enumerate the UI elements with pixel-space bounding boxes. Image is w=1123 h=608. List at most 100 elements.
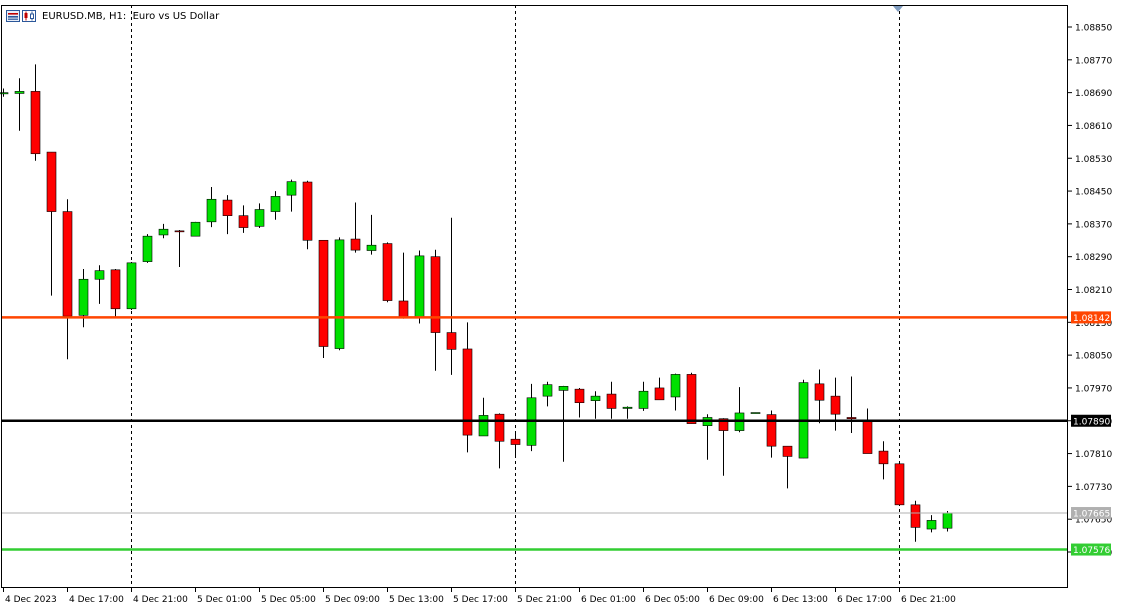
x-tick-label: 5 Dec 05:00 bbox=[261, 595, 316, 605]
y-tick-label: 1.08850 bbox=[1075, 24, 1112, 34]
y-tick-label: 1.08690 bbox=[1075, 89, 1112, 99]
bear-candle[interactable] bbox=[574, 388, 585, 404]
bear-candle[interactable] bbox=[910, 504, 921, 528]
bull-candle[interactable] bbox=[414, 255, 425, 319]
bear-candle[interactable] bbox=[830, 395, 841, 415]
bear-candle[interactable] bbox=[382, 243, 393, 301]
y-tick-label: 1.08050 bbox=[1075, 352, 1112, 362]
bear-candle[interactable] bbox=[462, 348, 473, 436]
y-tick-label: 1.08370 bbox=[1075, 220, 1112, 230]
bull-candle[interactable] bbox=[670, 374, 681, 398]
x-tick-label: 6 Dec 21:00 bbox=[901, 595, 956, 605]
bid-level-price-tag-label: 1.07665 bbox=[1073, 510, 1110, 520]
bull-candle[interactable] bbox=[638, 390, 649, 409]
bull-candle[interactable] bbox=[478, 415, 489, 437]
candles-icon[interactable] bbox=[22, 10, 36, 22]
x-tick-label: 4 Dec 21:00 bbox=[133, 595, 188, 605]
x-tick-label: 6 Dec 17:00 bbox=[837, 595, 892, 605]
bull-candle[interactable] bbox=[158, 228, 169, 236]
y-tick-label: 1.07810 bbox=[1075, 450, 1112, 460]
bear-candle[interactable] bbox=[430, 256, 441, 333]
black-level-price-tag bbox=[1071, 414, 1111, 427]
green-level-price-tag-label: 1.07576 bbox=[1073, 546, 1110, 556]
y-tick-label: 1.08130 bbox=[1075, 319, 1112, 329]
bear-candle[interactable] bbox=[878, 450, 889, 465]
bull-candle[interactable] bbox=[942, 512, 953, 529]
chart-header: EURUSD.MB, H1: Euro vs US Dollar bbox=[6, 9, 219, 23]
scroll-marker-icon[interactable] bbox=[893, 6, 903, 12]
y-tick-label: 1.08450 bbox=[1075, 188, 1112, 198]
bear-candle[interactable] bbox=[174, 230, 185, 233]
bear-candle[interactable] bbox=[494, 413, 505, 442]
bear-candle[interactable] bbox=[110, 269, 121, 310]
bull-candle[interactable] bbox=[926, 520, 937, 530]
bear-candle[interactable] bbox=[238, 215, 249, 228]
bear-candle[interactable] bbox=[318, 239, 329, 347]
bull-candle[interactable] bbox=[334, 239, 345, 349]
x-tick-label: 5 Dec 17:00 bbox=[453, 595, 508, 605]
bear-candle[interactable] bbox=[654, 387, 665, 401]
bear-candle[interactable] bbox=[862, 420, 873, 454]
bull-candle[interactable] bbox=[142, 235, 153, 262]
y-tick-label: 1.08610 bbox=[1075, 122, 1112, 132]
bull-candle[interactable] bbox=[590, 395, 601, 401]
y-tick-label: 1.07650 bbox=[1075, 516, 1112, 526]
bull-candle[interactable] bbox=[542, 384, 553, 397]
bear-candle[interactable] bbox=[46, 151, 57, 212]
bear-candle[interactable] bbox=[766, 414, 777, 447]
bear-candle[interactable] bbox=[62, 211, 73, 317]
x-tick-label: 6 Dec 09:00 bbox=[709, 595, 764, 605]
y-tick-label: 1.07730 bbox=[1075, 483, 1112, 493]
y-tick-label: 1.08210 bbox=[1075, 286, 1112, 296]
bear-candle[interactable] bbox=[894, 463, 905, 506]
y-tick-label: 1.08770 bbox=[1075, 56, 1112, 66]
bull-candle[interactable] bbox=[126, 262, 137, 310]
bear-candle[interactable] bbox=[350, 238, 361, 251]
x-tick-label: 5 Dec 13:00 bbox=[389, 595, 444, 605]
orange-level-price-tag-label: 1.08142 bbox=[1073, 314, 1110, 324]
bull-candle[interactable] bbox=[78, 278, 89, 316]
bear-candle[interactable] bbox=[782, 445, 793, 457]
bull-candle[interactable] bbox=[270, 196, 281, 212]
bull-candle[interactable] bbox=[254, 209, 265, 227]
bull-candle[interactable] bbox=[366, 244, 377, 251]
bear-candle[interactable] bbox=[30, 91, 41, 155]
bear-candle[interactable] bbox=[718, 418, 729, 431]
black-level-price-tag-label: 1.07890 bbox=[1073, 417, 1110, 427]
chart-list-icon[interactable] bbox=[6, 10, 20, 22]
y-tick-label: 1.07970 bbox=[1075, 384, 1112, 394]
bull-candle[interactable] bbox=[558, 385, 569, 391]
bear-candle[interactable] bbox=[222, 199, 233, 216]
bear-candle[interactable] bbox=[302, 181, 313, 241]
bear-candle[interactable] bbox=[446, 332, 457, 350]
bear-candle[interactable] bbox=[846, 417, 857, 419]
bull-candle[interactable] bbox=[190, 221, 201, 237]
bull-candle[interactable] bbox=[750, 412, 761, 414]
y-tick-label: 1.08530 bbox=[1075, 155, 1112, 165]
bear-candle[interactable] bbox=[606, 393, 617, 409]
x-tick-label: 4 Dec 2023 bbox=[5, 595, 57, 605]
x-tick-label: 4 Dec 17:00 bbox=[69, 595, 124, 605]
y-tick-label: 1.08290 bbox=[1075, 253, 1112, 263]
x-tick-label: 6 Dec 01:00 bbox=[581, 595, 636, 605]
bear-candle[interactable] bbox=[686, 374, 697, 424]
bear-candle[interactable] bbox=[510, 438, 521, 445]
x-tick-label: 6 Dec 05:00 bbox=[645, 595, 700, 605]
bull-candle[interactable] bbox=[622, 406, 633, 409]
x-tick-label: 5 Dec 21:00 bbox=[517, 595, 572, 605]
bull-candle[interactable] bbox=[0, 92, 9, 95]
x-tick-label: 5 Dec 09:00 bbox=[325, 595, 380, 605]
chart-title: EURUSD.MB, H1: Euro vs US Dollar bbox=[42, 10, 220, 22]
x-tick-label: 6 Dec 13:00 bbox=[773, 595, 828, 605]
bear-candle[interactable] bbox=[814, 383, 825, 401]
bull-candle[interactable] bbox=[94, 270, 105, 280]
orange-level-price-tag bbox=[1071, 311, 1111, 324]
bid-level-price-tag bbox=[1071, 507, 1111, 520]
green-level-price-tag bbox=[1071, 543, 1111, 556]
bear-candle[interactable] bbox=[398, 300, 409, 319]
bull-candle[interactable] bbox=[206, 198, 217, 223]
bull-candle[interactable] bbox=[286, 181, 297, 196]
bull-candle[interactable] bbox=[14, 91, 25, 94]
